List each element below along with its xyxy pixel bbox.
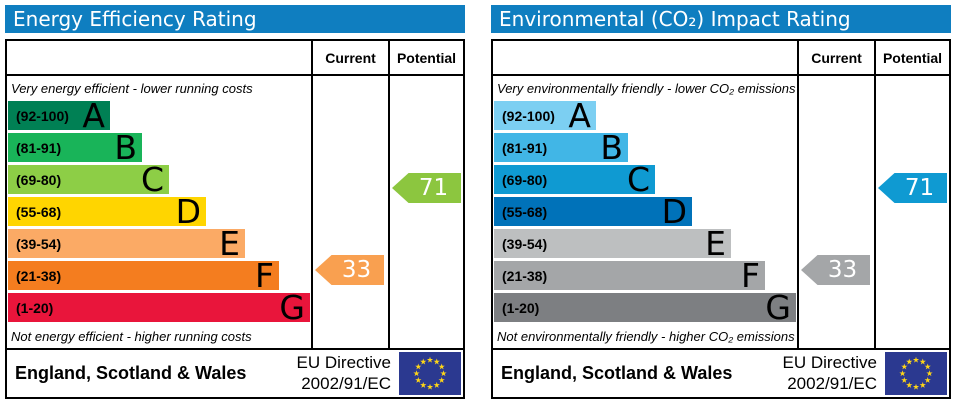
eu-directive-line1: EU Directive (296, 353, 391, 373)
energy-band-d: (55-68) D (8, 192, 206, 231)
environmental-current-column-header: Current (797, 41, 874, 76)
environmental-potential-column-header: Potential (874, 41, 949, 76)
energy-band-ladder: Very energy efficient - lower running co… (7, 76, 311, 348)
band-letter: F (741, 256, 760, 295)
band-range-label: (21-38) (502, 267, 548, 284)
environmental-band-c: (69-80) C (494, 160, 655, 199)
band-letter: D (175, 192, 201, 231)
energy-potential-column-header: Potential (388, 41, 463, 76)
environmental-band-d: (55-68) D (494, 192, 692, 231)
region-label: England, Scotland & Wales (15, 363, 247, 383)
energy-band-b: (81-91) B (8, 128, 142, 167)
environmental-band-a: (92-100) A (494, 96, 596, 135)
band-letter: D (661, 192, 687, 231)
band-letter: G (279, 288, 305, 327)
band-range-label: (1-20) (16, 299, 54, 316)
environmental-caption-bottom: Not environmentally friendly - higher CO… (497, 329, 795, 344)
band-range-label: (92-100) (502, 107, 555, 124)
band-range-label: (92-100) (16, 107, 69, 124)
environmental-potential-rating-value: 71 (904, 175, 935, 201)
environmental-band-g: (1-20) G (494, 288, 796, 327)
energy-caption-top: Very energy efficient - lower running co… (11, 81, 253, 96)
eu-directive-line2: 2002/91/EC (787, 373, 877, 393)
band-range-label: (55-68) (502, 203, 548, 220)
band-letter: B (114, 128, 137, 167)
environmental-impact-panel: Environmental (CO₂) Impact Rating Curren… (491, 5, 951, 404)
region-label: England, Scotland & Wales (501, 363, 733, 383)
band-range-label: (39-54) (502, 235, 548, 252)
environmental-title-bar: Environmental (CO₂) Impact Rating (491, 5, 951, 33)
environmental-potential-column: 71 (874, 76, 949, 348)
band-letter: A (82, 96, 105, 135)
environmental-current-column: 33 (797, 76, 874, 348)
energy-current-column: 33 (311, 76, 388, 348)
environmental-current-rating-arrow: 33 (801, 255, 870, 285)
energy-band-e: (39-54) E (8, 224, 245, 263)
band-range-label: (69-80) (16, 171, 62, 188)
band-letter: B (600, 128, 623, 167)
eu-directive-label: EU Directive 2002/91/EC (783, 353, 877, 393)
environmental-caption-top: Very environmentally friendly - lower CO… (497, 81, 796, 96)
energy-title-bar: Energy Efficiency Rating (5, 5, 465, 33)
band-range-label: (39-54) (16, 235, 62, 252)
band-range-label: (21-38) (16, 267, 62, 284)
environmental-band-b: (81-91) B (494, 128, 628, 167)
energy-current-rating-value: 33 (341, 257, 372, 283)
band-letter: C (140, 160, 164, 199)
environmental-potential-rating-arrow: 71 (878, 173, 947, 203)
energy-current-column-header: Current (311, 41, 388, 76)
environmental-band-e: (39-54) E (494, 224, 731, 263)
energy-band-c: (69-80) C (8, 160, 169, 199)
environmental-panel-title: Environmental (CO₂) Impact Rating (499, 7, 851, 31)
band-range-label: (69-80) (502, 171, 548, 188)
energy-potential-rating-value: 71 (418, 175, 449, 201)
energy-potential-column: 71 (388, 76, 463, 348)
eu-directive-line2: 2002/91/EC (301, 373, 391, 393)
energy-current-rating-arrow: 33 (315, 255, 384, 285)
energy-caption-bottom: Not energy efficient - higher running co… (11, 329, 252, 344)
environmental-footer: England, Scotland & Wales EU Directive 2… (493, 348, 949, 397)
band-range-label: (1-20) (502, 299, 540, 316)
band-letter: C (626, 160, 650, 199)
energy-chart-box: Current Potential Very energy efficient … (5, 39, 465, 399)
eu-flag-icon (399, 352, 461, 395)
band-range-label: (81-91) (502, 139, 548, 156)
band-letter: G (765, 288, 791, 327)
energy-band-g: (1-20) G (8, 288, 310, 327)
energy-potential-rating-arrow: 71 (392, 173, 461, 203)
energy-efficiency-panel: Energy Efficiency Rating Current Potenti… (5, 5, 465, 404)
energy-header-spacer (7, 41, 311, 76)
band-range-label: (55-68) (16, 203, 62, 220)
band-letter: F (255, 256, 274, 295)
band-range-label: (81-91) (16, 139, 62, 156)
band-letter: A (568, 96, 591, 135)
environmental-current-rating-value: 33 (827, 257, 858, 283)
eu-directive-label: EU Directive 2002/91/EC (297, 353, 391, 393)
eu-directive-line1: EU Directive (782, 353, 877, 373)
energy-panel-title: Energy Efficiency Rating (13, 7, 257, 31)
band-letter: E (705, 224, 726, 263)
energy-footer: England, Scotland & Wales EU Directive 2… (7, 348, 463, 397)
eu-flag-icon (885, 352, 947, 395)
environmental-header-spacer (493, 41, 797, 76)
energy-band-a: (92-100) A (8, 96, 110, 135)
band-letter: E (219, 224, 240, 263)
environmental-band-f: (21-38) F (494, 256, 765, 295)
energy-band-f: (21-38) F (8, 256, 279, 295)
environmental-chart-box: Current Potential Very environmentally f… (491, 39, 951, 399)
environmental-band-ladder: Very environmentally friendly - lower CO… (493, 76, 797, 348)
